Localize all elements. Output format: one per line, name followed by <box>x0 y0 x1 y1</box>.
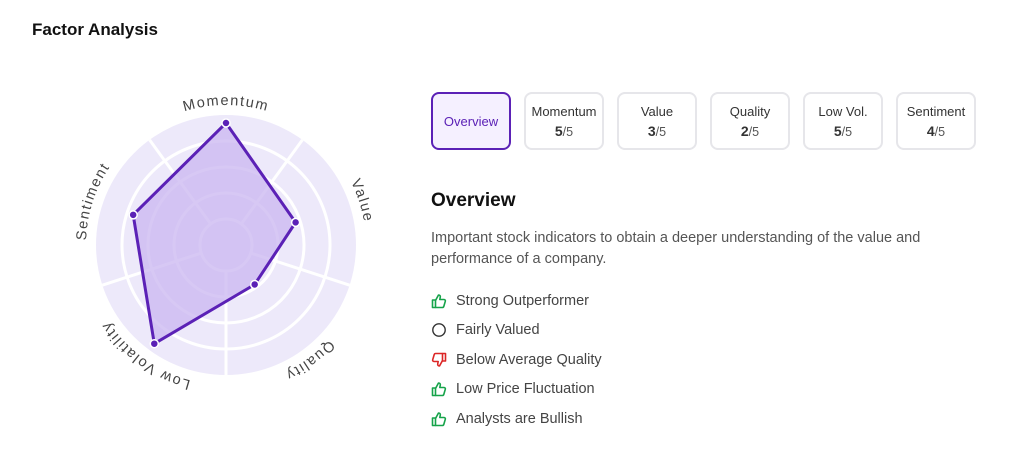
circle-icon <box>431 322 447 338</box>
tab-sentiment[interactable]: Sentiment 4/5 <box>896 92 976 150</box>
tab-overview[interactable]: Overview <box>431 92 511 150</box>
radar-point-quality <box>249 279 260 290</box>
radar-point-value <box>290 217 301 228</box>
tab-label: Overview <box>443 113 499 129</box>
list-item-text: Analysts are Bullish <box>456 410 583 427</box>
overview-title: Overview <box>431 190 516 211</box>
page-title: Factor Analysis <box>32 20 158 39</box>
tab-score: 5/5 <box>833 122 853 139</box>
tab-momentum[interactable]: Momentum 5/5 <box>524 92 604 150</box>
list-item-text: Low Price Fluctuation <box>456 381 595 398</box>
radar-point-sentiment <box>128 210 138 220</box>
thumbs-up-icon <box>431 293 447 309</box>
list-item-text: Strong Outperformer <box>456 292 589 309</box>
list-item-text: Below Average Quality <box>456 351 602 368</box>
overview-description: Important stock indicators to obtain a d… <box>431 230 921 267</box>
tab-low-vol[interactable]: Low Vol. 5/5 <box>803 92 883 150</box>
tab-label: Quality <box>729 103 771 119</box>
list-item: Low Price Fluctuation <box>431 375 602 405</box>
tab-label: Sentiment <box>906 103 966 119</box>
tab-label: Value <box>640 103 674 119</box>
radar-chart: Momentum Value Quality Low Volatility Se… <box>74 93 375 392</box>
factor-summary-list: Strong Outperformer Fairly Valued Below … <box>431 286 602 434</box>
tab-label: Momentum <box>531 103 597 119</box>
list-item: Strong Outperformer <box>431 286 602 316</box>
list-item: Fairly Valued <box>431 316 602 346</box>
tab-score: 3/5 <box>647 122 667 139</box>
radar-polygon <box>131 121 298 346</box>
thumbs-down-icon <box>431 352 447 368</box>
radar-point-momentum <box>221 118 231 128</box>
factor-tabs: Overview Momentum 5/5 Value 3/5 Quality … <box>431 92 976 150</box>
tab-score: 5/5 <box>554 122 574 139</box>
radar-point-low-volatility <box>149 338 160 349</box>
tab-quality[interactable]: Quality 2/5 <box>710 92 790 150</box>
thumbs-up-icon <box>431 411 447 427</box>
tab-value[interactable]: Value 3/5 <box>617 92 697 150</box>
tab-score: 2/5 <box>740 122 760 139</box>
tab-score: 4/5 <box>926 122 946 139</box>
list-item-text: Fairly Valued <box>456 322 540 339</box>
list-item: Below Average Quality <box>431 345 602 375</box>
radar-axis-label-momentum: Momentum <box>181 93 271 115</box>
tab-label: Low Vol. <box>818 103 868 119</box>
thumbs-up-icon <box>431 381 447 397</box>
list-item: Analysts are Bullish <box>431 404 602 434</box>
